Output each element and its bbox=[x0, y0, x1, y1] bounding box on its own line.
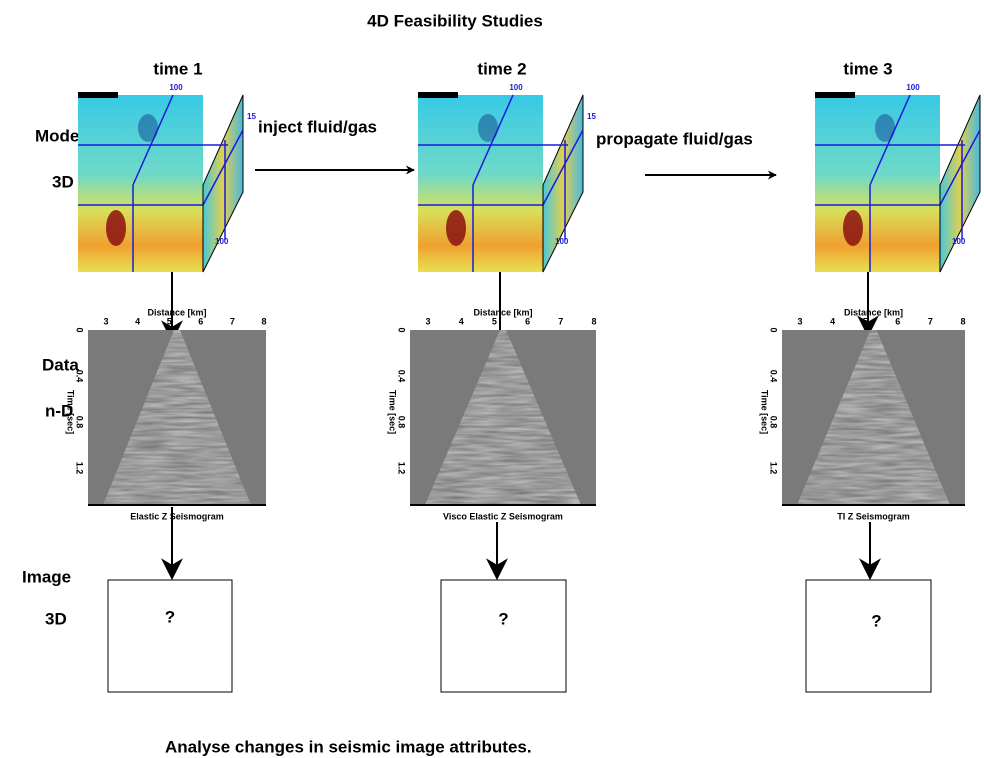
time-label: time 3 bbox=[843, 59, 892, 78]
caption: Visco Elastic Z Seismogram bbox=[443, 511, 563, 521]
cube-tick: 100 bbox=[555, 237, 569, 246]
cube-line bbox=[472, 94, 514, 186]
caption: TI Z Seismogram bbox=[837, 511, 910, 521]
x-tick-label: 4 bbox=[459, 316, 464, 326]
caption: Elastic Z Seismogram bbox=[130, 511, 224, 521]
y-tick-label: 1.2 bbox=[397, 462, 407, 475]
cube-line bbox=[132, 94, 174, 186]
cube-anomaly bbox=[875, 114, 895, 142]
x-tick-label: 3 bbox=[425, 316, 430, 326]
y-tick-label: 0.8 bbox=[75, 416, 85, 429]
y-tick-label: 1.2 bbox=[769, 462, 779, 475]
x-tick-label: 5 bbox=[863, 316, 868, 326]
x-tick-label: 8 bbox=[960, 316, 965, 326]
x-tick-label: 5 bbox=[492, 316, 497, 326]
transition-label: inject fluid/gas bbox=[258, 117, 377, 136]
cube-bar bbox=[78, 92, 118, 98]
x-tick-label: 7 bbox=[230, 316, 235, 326]
x-tick-label: 3 bbox=[797, 316, 802, 326]
x-tick-label: 8 bbox=[261, 316, 266, 326]
cube-tick: 100 bbox=[952, 237, 966, 246]
cube-bar bbox=[418, 92, 458, 98]
row-label: Data bbox=[42, 355, 79, 374]
y-tick-label: 0.4 bbox=[769, 370, 779, 383]
x-tick-label: 7 bbox=[558, 316, 563, 326]
row-label: n-D bbox=[45, 401, 73, 420]
y-tick-label: 0.4 bbox=[397, 370, 407, 383]
y-tick-label: 0.8 bbox=[397, 416, 407, 429]
x-tick-label: 6 bbox=[198, 316, 203, 326]
image-placeholder: ? bbox=[498, 609, 508, 628]
cube-tick: 100 bbox=[509, 83, 523, 92]
x-tick-label: 4 bbox=[830, 316, 835, 326]
cube-anomaly bbox=[478, 114, 498, 142]
x-tick-label: 8 bbox=[591, 316, 596, 326]
cube-anomaly bbox=[106, 210, 126, 246]
y-tick-label: 0 bbox=[397, 327, 407, 332]
cube-line bbox=[869, 94, 911, 186]
image-box bbox=[805, 579, 932, 693]
image-placeholder: ? bbox=[871, 611, 881, 630]
axis-label: Time [sec] bbox=[760, 390, 770, 434]
axis-label: Distance [km] bbox=[473, 307, 532, 317]
x-tick-label: 5 bbox=[167, 316, 172, 326]
y-tick-label: 0.4 bbox=[75, 370, 85, 383]
title: 4D Feasibility Studies bbox=[367, 11, 543, 30]
x-tick-label: 3 bbox=[103, 316, 108, 326]
footer: Analyse changes in seismic image attribu… bbox=[165, 737, 532, 756]
cube-anomaly bbox=[446, 210, 466, 246]
axis-label: Distance [km] bbox=[844, 307, 903, 317]
x-tick-label: 7 bbox=[928, 316, 933, 326]
time-label: time 2 bbox=[477, 59, 526, 78]
x-tick-label: 4 bbox=[135, 316, 140, 326]
transition-label: propagate fluid/gas bbox=[596, 129, 753, 148]
cube-tick: 15 bbox=[587, 112, 596, 121]
y-tick-label: 0 bbox=[75, 327, 85, 332]
x-tick-label: 6 bbox=[525, 316, 530, 326]
cube-line bbox=[202, 129, 244, 206]
row-label: 3D bbox=[45, 609, 67, 628]
row-label: 3D bbox=[52, 172, 74, 191]
row-label: Image bbox=[22, 567, 71, 586]
cube-tick: 100 bbox=[906, 83, 920, 92]
cube-tick: 15 bbox=[247, 112, 256, 121]
cube-line bbox=[939, 129, 981, 206]
y-tick-label: 1.2 bbox=[75, 462, 85, 475]
axis-label: Time [sec] bbox=[66, 390, 76, 434]
cube-tick: 100 bbox=[169, 83, 183, 92]
y-tick-label: 0.8 bbox=[769, 416, 779, 429]
cube-line bbox=[542, 129, 584, 206]
cube-anomaly bbox=[138, 114, 158, 142]
axis-label: Time [sec] bbox=[388, 390, 398, 434]
cube-anomaly bbox=[843, 210, 863, 246]
image-box bbox=[440, 579, 567, 693]
x-tick-label: 6 bbox=[895, 316, 900, 326]
time-label: time 1 bbox=[153, 59, 202, 78]
y-tick-label: 0 bbox=[769, 327, 779, 332]
cube-tick: 100 bbox=[215, 237, 229, 246]
axis-label: Distance [km] bbox=[147, 307, 206, 317]
image-placeholder: ? bbox=[165, 607, 175, 626]
cube-bar bbox=[815, 92, 855, 98]
row-label: Model bbox=[35, 126, 84, 145]
image-box bbox=[107, 579, 233, 693]
